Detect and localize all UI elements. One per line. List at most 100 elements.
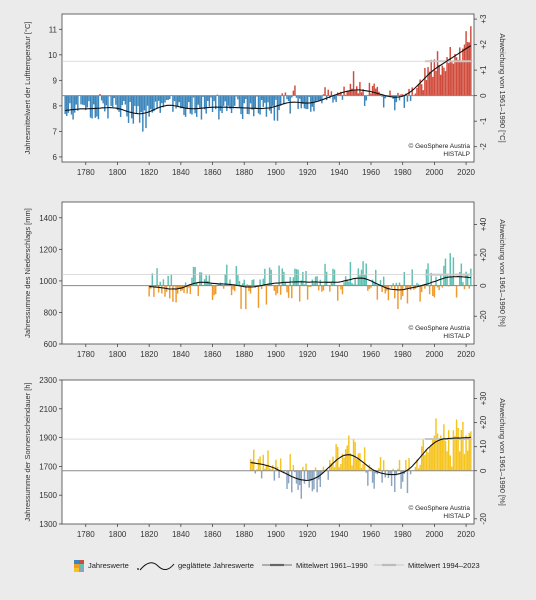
- bar: [340, 463, 342, 471]
- bar: [363, 447, 366, 471]
- x-tick-label: 1940: [330, 350, 348, 359]
- legend: Jahreswerte geglättete Jahreswerte Mittelw…: [74, 560, 480, 572]
- bar: [153, 95, 155, 112]
- bar: [157, 285, 160, 293]
- x-tick-label: 1920: [299, 530, 317, 539]
- bar: [279, 285, 282, 295]
- bar: [227, 95, 230, 106]
- bar: [145, 95, 147, 129]
- x-tick-label: 1820: [140, 530, 158, 539]
- bar: [465, 435, 467, 471]
- bar: [80, 95, 82, 105]
- y-tick-label: 1400: [39, 214, 57, 223]
- bar: [188, 95, 190, 103]
- bar: [164, 95, 166, 103]
- bar: [230, 285, 233, 296]
- bar: [240, 285, 242, 309]
- bar: [265, 285, 268, 305]
- bar: [362, 464, 364, 471]
- bar: [192, 266, 195, 286]
- bar: [356, 86, 358, 96]
- bar: [291, 95, 293, 98]
- bar: [444, 71, 447, 96]
- bar: [86, 95, 89, 108]
- x-tick-label: 1800: [109, 530, 127, 539]
- x-tick-label: 1900: [267, 350, 285, 359]
- bar: [275, 459, 277, 471]
- bar: [436, 51, 439, 96]
- bar: [452, 63, 455, 96]
- bar: [118, 95, 120, 112]
- bar: [294, 85, 296, 96]
- bar: [295, 470, 298, 484]
- smoothed-line: [65, 45, 472, 115]
- bar: [357, 268, 360, 286]
- bar: [348, 281, 350, 286]
- y2-tick-label: -2: [479, 143, 488, 151]
- bar: [343, 457, 345, 471]
- bar: [159, 281, 161, 286]
- bar: [130, 95, 133, 119]
- bar: [178, 95, 180, 103]
- bar: [205, 95, 207, 114]
- bar: [384, 95, 386, 99]
- bar: [438, 285, 440, 291]
- bar: [69, 95, 71, 104]
- bar: [403, 272, 406, 286]
- bar: [392, 283, 394, 286]
- bar: [382, 95, 385, 108]
- bar: [375, 269, 377, 286]
- bar: [286, 95, 288, 100]
- bar: [343, 282, 345, 286]
- bar: [278, 470, 280, 478]
- bar: [310, 470, 312, 482]
- bar: [175, 285, 177, 303]
- bar: [316, 95, 318, 101]
- bar: [375, 88, 377, 96]
- bar: [268, 267, 271, 286]
- bar: [454, 436, 456, 471]
- bar: [208, 95, 211, 107]
- bar: [447, 430, 450, 471]
- bar: [295, 95, 298, 98]
- bar: [303, 470, 306, 484]
- bar: [200, 95, 203, 120]
- bar: [336, 285, 339, 301]
- bar: [416, 87, 418, 96]
- bar: [409, 95, 412, 101]
- bar: [382, 276, 385, 286]
- bar: [359, 453, 361, 471]
- legend-swatch: [74, 564, 79, 568]
- bar: [157, 95, 160, 101]
- bar: [463, 285, 466, 290]
- bar: [314, 467, 317, 471]
- bar: [184, 282, 187, 286]
- x-tick-label: 1960: [362, 168, 380, 177]
- bar: [243, 95, 245, 104]
- bar: [161, 95, 163, 104]
- y2-tick-label: +1: [479, 65, 488, 75]
- bar: [390, 285, 393, 288]
- bar: [392, 468, 394, 471]
- y-tick-label: 9: [53, 76, 58, 85]
- bar: [411, 87, 413, 96]
- bar: [233, 95, 236, 106]
- bar: [300, 95, 303, 109]
- bar: [451, 277, 453, 286]
- bar: [332, 95, 334, 103]
- x-tick-label: 2000: [425, 168, 443, 177]
- bar: [441, 439, 444, 471]
- bar: [406, 95, 409, 102]
- bar: [259, 95, 261, 115]
- bar: [422, 90, 425, 96]
- x-tick-label: 1980: [394, 168, 412, 177]
- bar: [278, 95, 280, 111]
- bar: [352, 439, 355, 471]
- bar: [455, 285, 458, 298]
- bar: [349, 261, 352, 286]
- y-tick-label: 8: [53, 102, 58, 111]
- x-tick-label: 1940: [330, 168, 348, 177]
- bar: [91, 95, 93, 119]
- bar: [322, 466, 325, 471]
- y-tick-label: 7: [53, 127, 58, 136]
